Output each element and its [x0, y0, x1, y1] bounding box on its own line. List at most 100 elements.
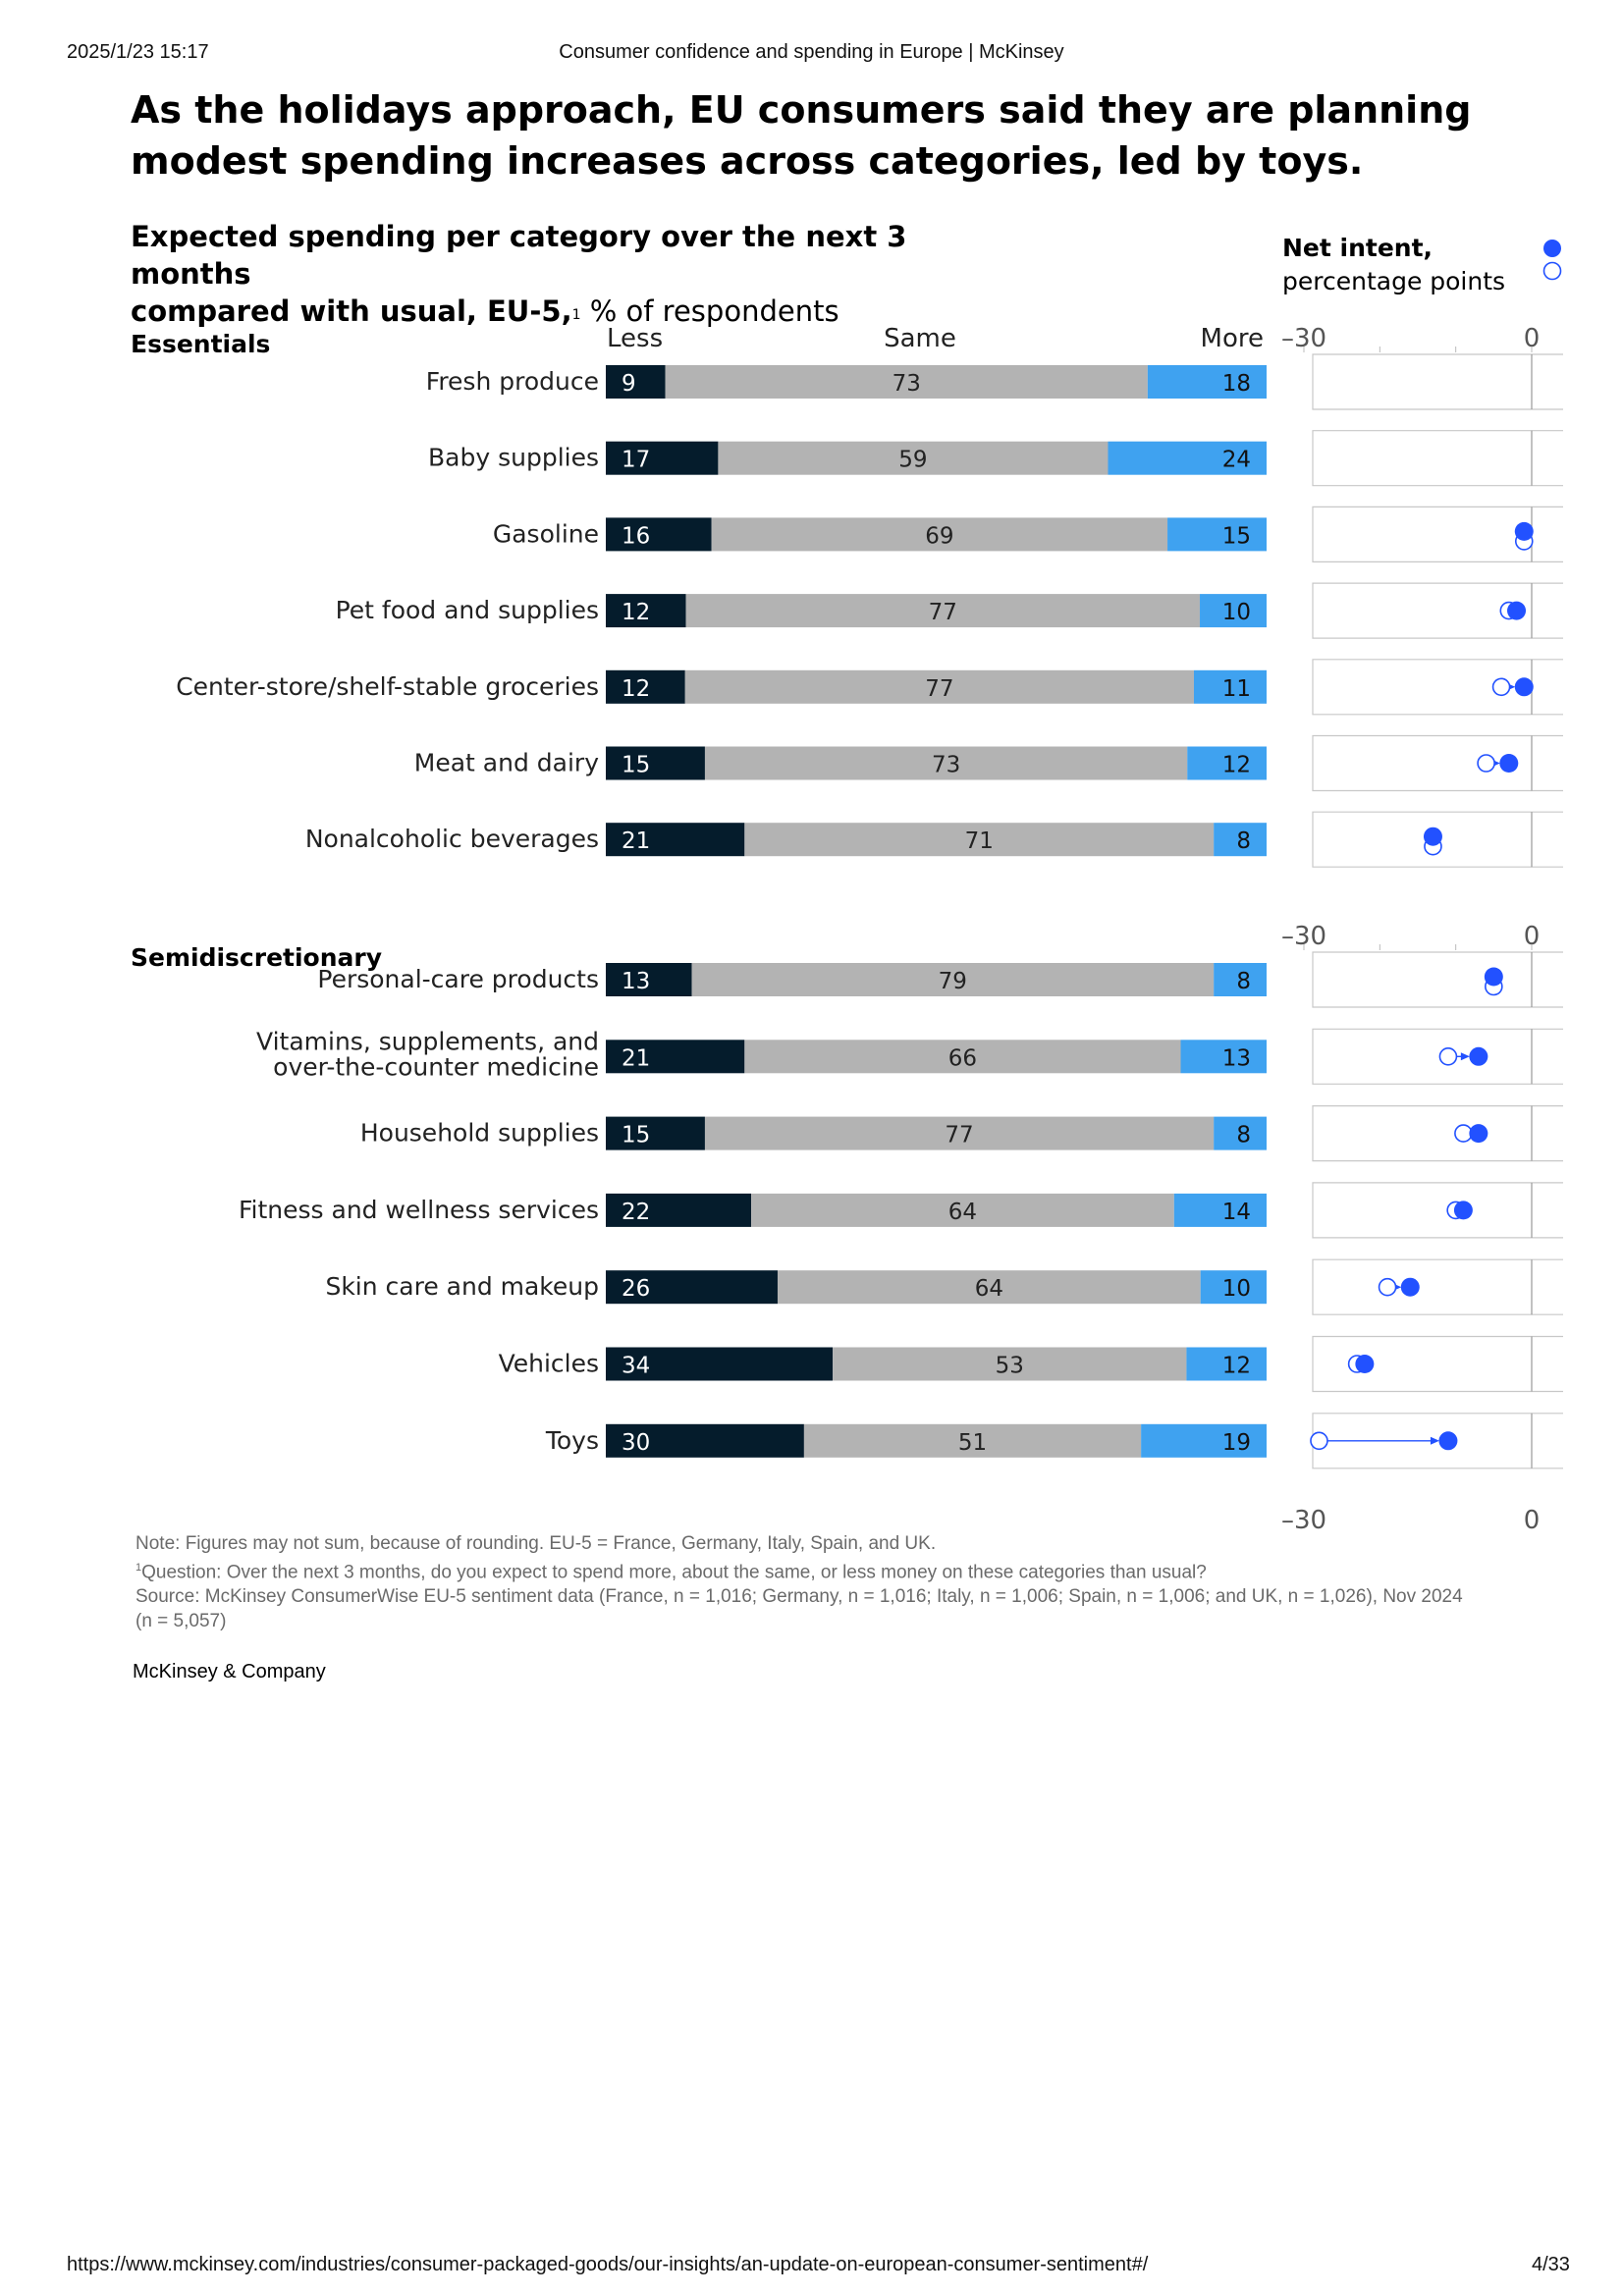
bar-less: [606, 594, 686, 628]
value-label-more: 11: [1222, 676, 1251, 702]
value-label-same: 77: [925, 676, 953, 702]
question-line: 1Question: Over the next 3 months, do yo…: [135, 1556, 1559, 1584]
value-label-same: 69: [925, 523, 953, 549]
category-label: Nonalcoholic beverages: [305, 825, 599, 853]
legend-title-bold: Net intent,: [1282, 234, 1434, 262]
value-label-more: 12: [1222, 753, 1251, 778]
net-intent-dot-filled: [1355, 1355, 1375, 1373]
bar-less: [606, 963, 692, 996]
bar-same: [685, 594, 1201, 628]
net-intent-row-frame: [1312, 951, 1563, 1008]
net-intent-row-frame: [1312, 430, 1563, 487]
question-footnote-marker: 1: [135, 1562, 142, 1574]
category-label: Toys: [545, 1426, 599, 1455]
net-intent-dot-filled: [1484, 967, 1503, 987]
value-label-same: 77: [945, 1123, 973, 1148]
category-label: Fresh produce: [426, 367, 599, 396]
chart-subtitle: Expected spending per category over the …: [131, 218, 1014, 330]
bar-more: [1108, 441, 1267, 475]
net-intent-dot-filled: [1438, 1431, 1458, 1451]
net-intent-dot-filled: [1423, 827, 1442, 846]
bar-less: [606, 1116, 705, 1150]
category-label: Center-store/shelf-stable groceries: [176, 672, 599, 701]
value-label-more: 15: [1222, 523, 1251, 549]
print-datetime: 2025/1/23 15:17: [67, 41, 209, 63]
value-label-less: 12: [622, 600, 650, 625]
value-label-more: 8: [1236, 1123, 1251, 1148]
print-page-title: Consumer confidence and spending in Euro…: [559, 41, 1064, 63]
bar-less: [606, 365, 666, 399]
bar-same: [691, 963, 1215, 996]
chart-notes: Note: Figures may not sum, because of ro…: [135, 1531, 1559, 1633]
bar-same: [744, 823, 1215, 857]
net-intent-dot-hollow: [1310, 1431, 1328, 1451]
net-intent-dot-filled: [1499, 754, 1519, 773]
column-header-less: Less: [607, 324, 663, 353]
bar-more: [1214, 1116, 1267, 1150]
category-label: Vitamins, supplements, and: [256, 1027, 599, 1055]
net-intent-row-frame: [1312, 1028, 1563, 1085]
value-label-more: 8: [1236, 828, 1251, 854]
bar-more: [1200, 594, 1267, 628]
value-label-less: 26: [622, 1276, 650, 1302]
net-intent-row-frame: [1312, 506, 1563, 562]
net-intent-dot-filled: [1453, 1201, 1473, 1220]
value-label-more: 24: [1222, 448, 1251, 473]
bar-less: [606, 1270, 778, 1305]
value-label-same: 71: [965, 828, 994, 854]
value-label-more: 12: [1222, 1354, 1251, 1379]
category-label: Baby supplies: [428, 444, 599, 472]
value-label-same: 64: [975, 1276, 1003, 1302]
net-intent-row-frame: [1312, 1335, 1563, 1393]
bar-less: [606, 517, 712, 552]
brand-name: McKinsey & Company: [133, 1661, 326, 1682]
net-intent-row-frame: [1312, 734, 1563, 792]
net-intent-dot-filled: [1507, 601, 1527, 620]
value-label-more: 8: [1236, 969, 1251, 994]
category-label: Pet food and supplies: [336, 596, 599, 624]
value-label-more: 19: [1222, 1430, 1251, 1456]
value-label-same: 53: [996, 1354, 1024, 1379]
category-label: Fitness and wellness services: [239, 1196, 599, 1224]
value-label-less: 12: [622, 676, 650, 702]
bar-less: [606, 746, 705, 780]
net-intent-row-frame: [1312, 811, 1563, 868]
category-label: Gasoline: [493, 519, 599, 548]
value-label-same: 79: [939, 969, 967, 994]
bar-more: [1186, 1347, 1267, 1381]
value-label-less: 21: [622, 828, 650, 854]
bar-same: [718, 441, 1109, 475]
subtitle-footnote-marker: 1: [571, 307, 581, 323]
bar-more: [1141, 1423, 1267, 1458]
net-intent-arrowhead: [1460, 1052, 1470, 1061]
note-line: Note: Figures may not sum, because of ro…: [135, 1533, 937, 1554]
bar-same: [777, 1270, 1201, 1305]
category-label: Household supplies: [360, 1119, 599, 1148]
bar-more: [1200, 1270, 1267, 1305]
value-label-same: 66: [948, 1045, 977, 1071]
bar-less: [606, 1423, 804, 1458]
net-intent-arrowhead: [1430, 1436, 1439, 1445]
net-intent-dot-hollow: [1477, 754, 1495, 773]
net-intent-dot-filled: [1514, 677, 1534, 697]
net-intent-row-frame: [1312, 582, 1563, 639]
bar-same: [665, 365, 1148, 399]
bar-same: [744, 1040, 1181, 1074]
bar-more: [1214, 823, 1267, 857]
value-label-more: 10: [1222, 1276, 1251, 1302]
subtitle-unit: % of respondents: [580, 294, 839, 328]
bar-less: [606, 1193, 752, 1227]
net-intent-dot-hollow: [1378, 1277, 1397, 1297]
bar-more: [1147, 365, 1267, 399]
bar-same: [684, 669, 1194, 704]
value-label-same: 59: [898, 448, 927, 473]
legend-filled-dot: [1543, 240, 1561, 257]
bar-same: [704, 746, 1188, 780]
net-intent-dot-filled: [1400, 1277, 1420, 1297]
bar-less: [606, 1040, 745, 1074]
value-label-more: 14: [1222, 1200, 1251, 1225]
legend-title-unit: percentage points: [1282, 267, 1506, 295]
bar-more: [1167, 517, 1267, 552]
value-label-same: 77: [929, 600, 957, 625]
net-intent-row-frame: [1312, 353, 1563, 410]
